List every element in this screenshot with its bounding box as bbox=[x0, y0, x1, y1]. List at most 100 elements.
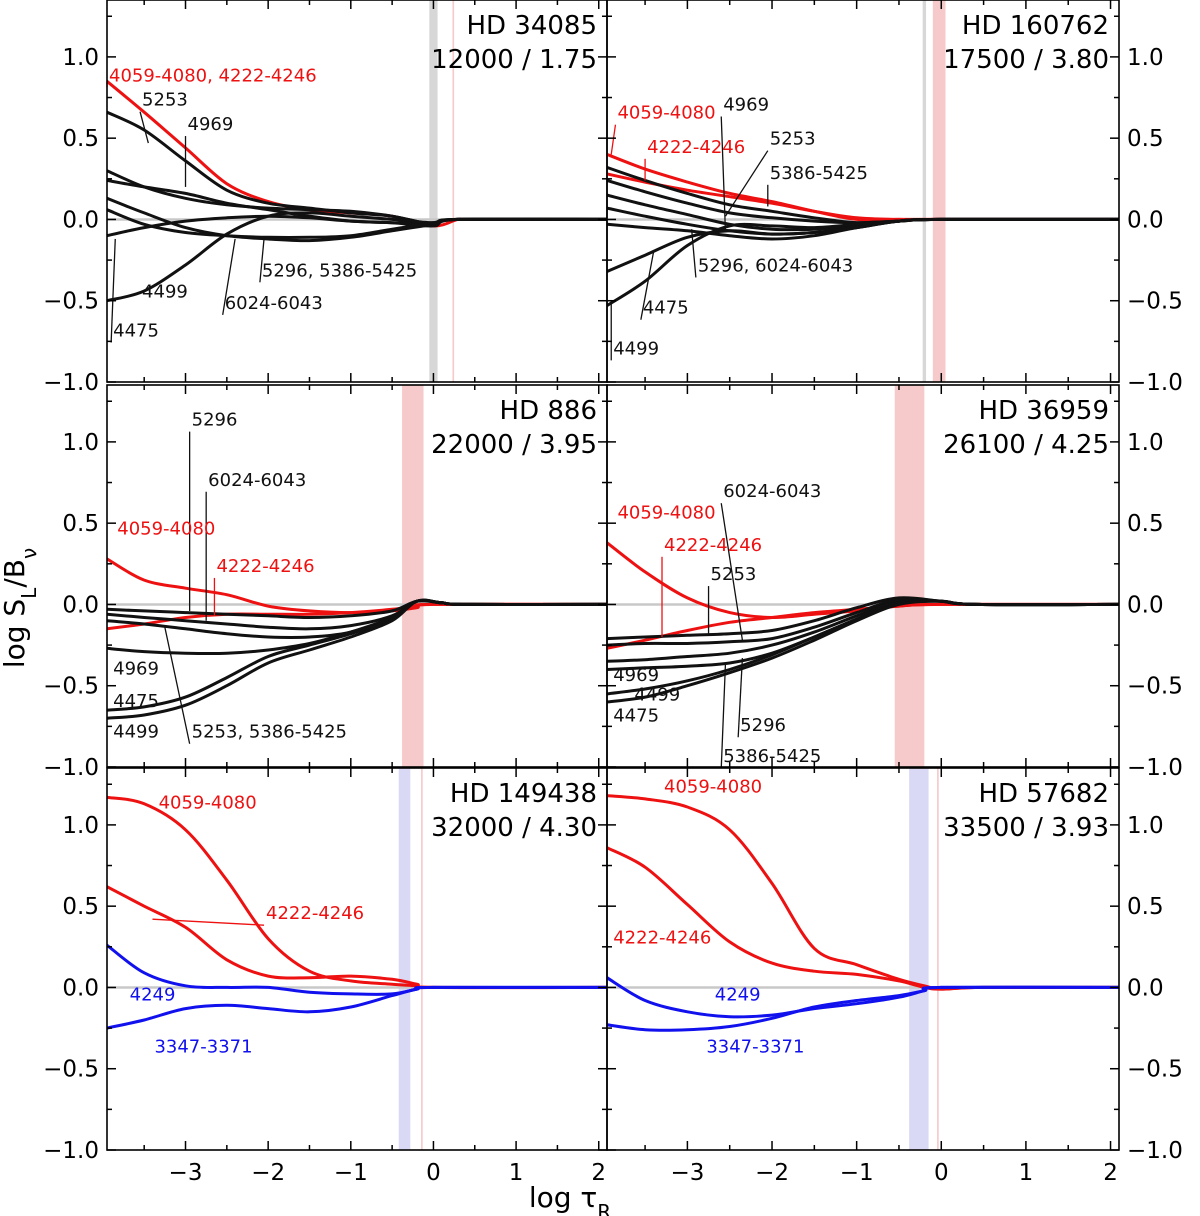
panel-title: HD 149438 bbox=[450, 779, 597, 809]
series-5253 bbox=[107, 110, 607, 226]
x-tick-label: −2 bbox=[251, 1160, 285, 1186]
annotation-label: 4059-4080, 4222-4246 bbox=[109, 65, 317, 86]
axes-frame bbox=[606, 384, 1120, 768]
panel-6: 4059-4080 4222-4246 4249 3347-3371 −3 −2 −1 0 1 2… bbox=[606, 767, 1183, 1186]
annotation-label: 3347-3371 bbox=[154, 1036, 252, 1057]
annotation-label: 5253, 5386-5425 bbox=[192, 722, 347, 743]
panel-5: 4059-4080 4222-4246 4249 3347-3371 −3 −2 −1 0 1 2… bbox=[43, 767, 608, 1186]
annotation-label: 5386-5425 bbox=[770, 163, 868, 184]
y-tick-label: 0.5 bbox=[62, 894, 99, 920]
series-4475 bbox=[607, 599, 1119, 704]
x-tick-label: 1 bbox=[509, 1160, 524, 1186]
annotation-leader bbox=[720, 503, 744, 641]
annotation-label: 6024-6043 bbox=[208, 470, 306, 491]
annotation-label: 4499 bbox=[634, 684, 680, 705]
x-tick-label: −2 bbox=[755, 1160, 789, 1186]
annotation-label: 4222-4246 bbox=[647, 137, 745, 158]
annotation-label: 3347-3371 bbox=[706, 1036, 804, 1057]
y-tick-label: 0.0 bbox=[1127, 592, 1164, 618]
annotation-leader bbox=[110, 238, 116, 343]
depth-band bbox=[452, 0, 455, 382]
series-4475 bbox=[607, 217, 1119, 273]
axes-frame bbox=[606, 0, 1120, 383]
series-4499 bbox=[607, 217, 1119, 308]
annotation-label: 4475 bbox=[643, 298, 689, 319]
annotation-label: 4059-4080 bbox=[617, 502, 715, 523]
y-tick-label: −1.0 bbox=[1127, 370, 1183, 396]
y-tick-label: −1.0 bbox=[43, 755, 99, 781]
annotation-label: 4059-4080 bbox=[159, 793, 257, 814]
depth-band bbox=[909, 768, 929, 1150]
y-tick-label: 0.0 bbox=[1127, 207, 1164, 233]
y-tick-label: 1.0 bbox=[1127, 813, 1164, 839]
y-tick-label: 1.0 bbox=[1127, 430, 1164, 456]
panel-subtitle: 32000 / 4.30 bbox=[431, 813, 597, 843]
plot-area bbox=[107, 385, 607, 767]
y-tick-label: 0.0 bbox=[62, 592, 99, 618]
annotation-leader bbox=[222, 238, 236, 315]
series-4222-4246 bbox=[107, 602, 607, 631]
y-tick-label: 0.0 bbox=[62, 975, 99, 1001]
panel-subtitle: 12000 / 1.75 bbox=[431, 45, 597, 75]
annotation-leader bbox=[720, 116, 727, 233]
annotation-leader bbox=[724, 150, 769, 217]
series-3347-3371 bbox=[107, 985, 607, 1030]
y-tick-label: −1.0 bbox=[1127, 1138, 1183, 1164]
y-tick-label: −0.5 bbox=[43, 289, 99, 315]
y-tick-label: −0.5 bbox=[43, 1057, 99, 1083]
x-tick-label: 0 bbox=[426, 1160, 441, 1186]
annotation-label: 4969 bbox=[188, 114, 234, 135]
annotation-leader bbox=[152, 918, 265, 926]
annotation-label: 4222-4246 bbox=[613, 928, 711, 949]
x-axis-label: log τR bbox=[529, 1181, 611, 1216]
y-tick-label: −0.5 bbox=[1127, 674, 1183, 700]
annotation-label: 4059-4080 bbox=[117, 519, 215, 540]
annotation-label: 4475 bbox=[113, 320, 159, 341]
y-tick-label: 0.0 bbox=[1127, 975, 1164, 1001]
annotation-label: 4249 bbox=[715, 984, 761, 1005]
y-tick-label: 0.0 bbox=[62, 207, 99, 233]
panel-title: HD 36959 bbox=[978, 396, 1109, 426]
y-tick-label: −0.5 bbox=[43, 674, 99, 700]
y-tick-label: 0.5 bbox=[1127, 511, 1164, 537]
x-tick-label: −3 bbox=[670, 1160, 704, 1186]
x-tick-label: 2 bbox=[1103, 1160, 1118, 1186]
annotation-leader bbox=[164, 627, 191, 744]
plot-area bbox=[107, 0, 607, 382]
depth-band bbox=[402, 385, 424, 767]
y-tick-label: −0.5 bbox=[1127, 1057, 1183, 1083]
annotation-label: 4059-4080 bbox=[617, 103, 715, 124]
series-4499 bbox=[107, 598, 607, 720]
depth-band bbox=[421, 768, 423, 1150]
y-tick-label: 1.0 bbox=[62, 813, 99, 839]
y-tick-label: 0.5 bbox=[1127, 126, 1164, 152]
annotation-label: 5296, 6024-6043 bbox=[698, 255, 853, 276]
annotation-label: 5253 bbox=[142, 90, 188, 111]
annotation-leader bbox=[737, 658, 744, 738]
panel-title: HD 57682 bbox=[978, 779, 1109, 809]
y-tick-label: 1.0 bbox=[62, 430, 99, 456]
y-tick-label: −0.5 bbox=[1127, 289, 1183, 315]
y-tick-label: 0.5 bbox=[1127, 894, 1164, 920]
series-4222-4246 bbox=[607, 602, 1119, 650]
plot-area bbox=[607, 0, 1119, 382]
series-5253 bbox=[607, 178, 1119, 225]
annotation-label: 4969 bbox=[723, 95, 769, 116]
panel-subtitle: 33500 / 3.93 bbox=[943, 813, 1109, 843]
annotation-label: 4249 bbox=[130, 984, 176, 1005]
series-4249 bbox=[607, 976, 1119, 1019]
y-tick-label: 0.5 bbox=[62, 511, 99, 537]
annotation-label: 4059-4080 bbox=[664, 776, 762, 797]
y-tick-label: 1.0 bbox=[1127, 45, 1164, 71]
plot-area bbox=[607, 768, 1119, 1150]
annotation-leader bbox=[610, 124, 617, 155]
annotation-label: 4499 bbox=[613, 338, 659, 359]
y-tick-label: 0.5 bbox=[62, 126, 99, 152]
x-tick-label: 2 bbox=[591, 1160, 606, 1186]
y-tick-label: −1.0 bbox=[43, 1138, 99, 1164]
panel-subtitle: 26100 / 4.25 bbox=[943, 430, 1109, 460]
y-axis-label: log SL/Bν bbox=[0, 548, 41, 668]
series-3347-3371 bbox=[607, 985, 1119, 1032]
